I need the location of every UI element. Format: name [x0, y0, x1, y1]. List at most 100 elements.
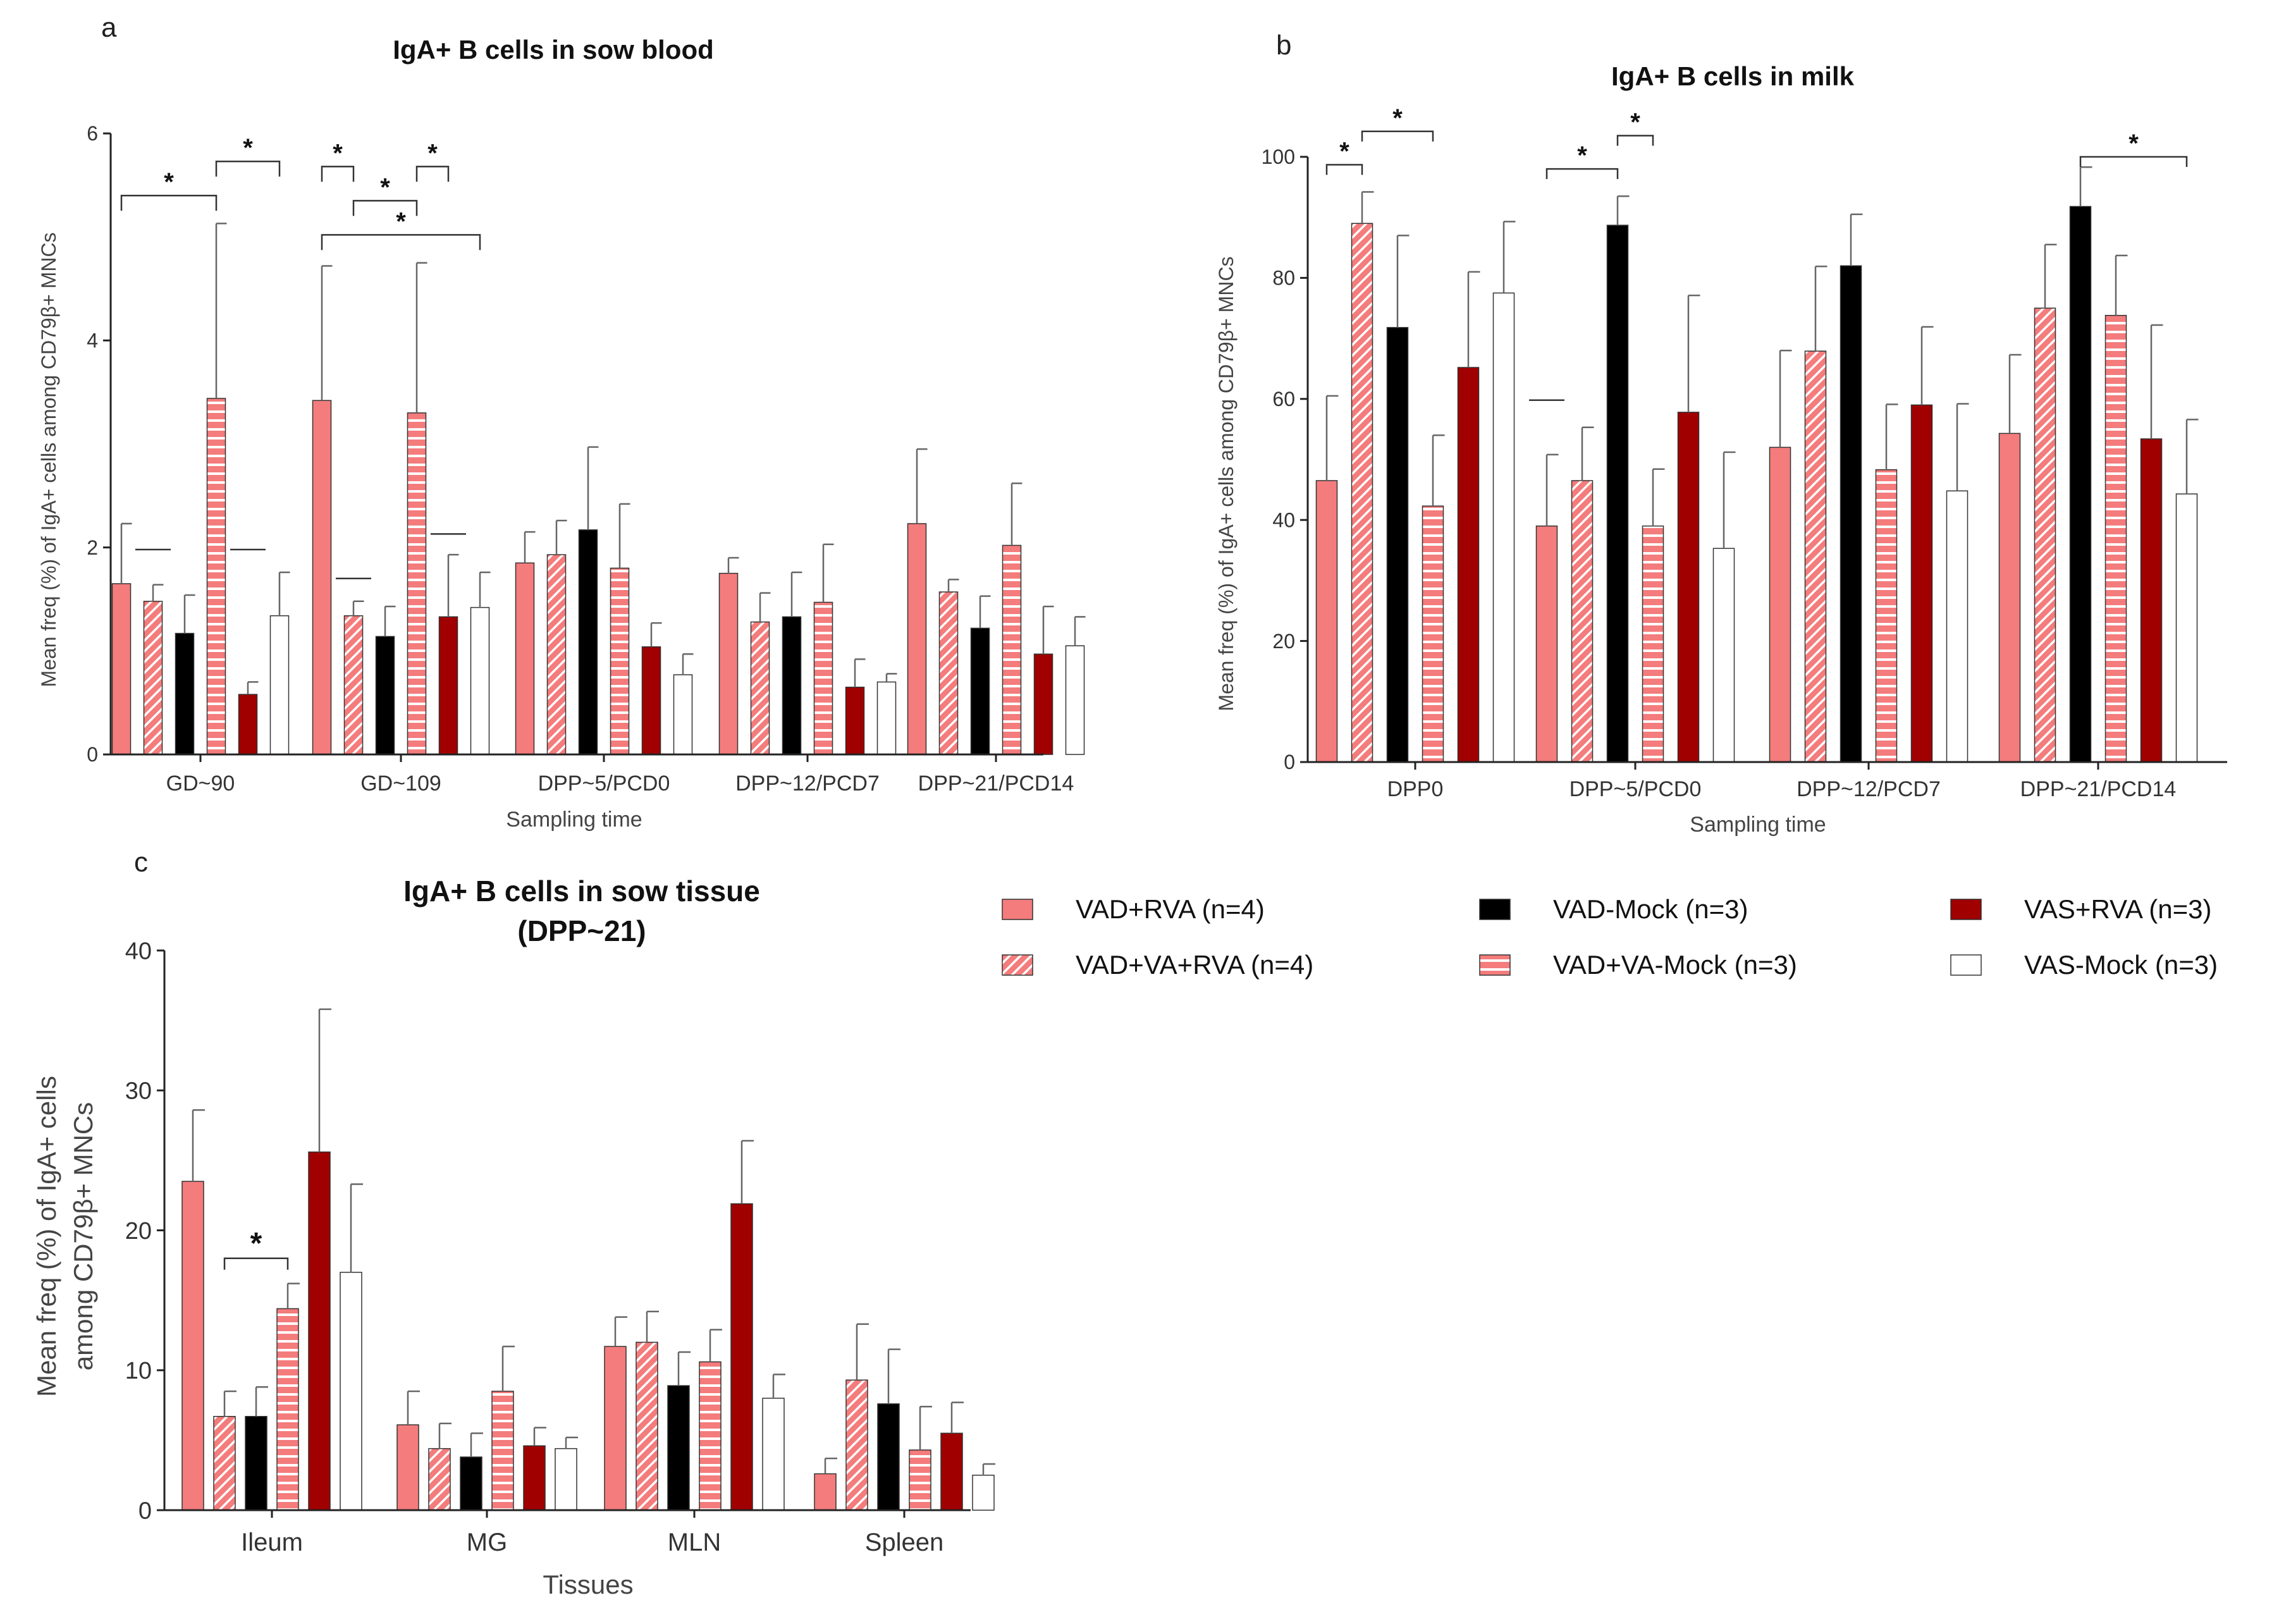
y-tick-label: 0: [138, 1498, 152, 1524]
y-tick-label: 40: [1272, 508, 1295, 531]
significance-bracket: [321, 166, 355, 182]
panel-a-x-axis-label: Sampling time: [506, 808, 642, 832]
bar: [206, 398, 226, 755]
legend-swatch: [1479, 899, 1511, 920]
significance-bracket: [1545, 168, 1619, 180]
bar: [907, 523, 927, 755]
bar: [1457, 367, 1480, 763]
bar: [312, 400, 332, 755]
significance-star: *: [243, 134, 253, 162]
bar: [972, 1474, 995, 1511]
bar: [546, 554, 567, 755]
panel-b-title: IgA+ B cells in milk: [1611, 61, 1855, 91]
bar: [276, 1308, 299, 1511]
bar: [578, 529, 598, 755]
y-tick-label: 80: [1272, 267, 1295, 290]
bar: [610, 567, 630, 755]
bar: [636, 1341, 658, 1511]
significance-bracket: [1616, 135, 1654, 146]
bar: [699, 1361, 722, 1511]
y-tick-label: 100: [1262, 145, 1295, 168]
bar: [2069, 206, 2092, 763]
significance-star: *: [164, 168, 174, 196]
x-tick-label: MG: [467, 1529, 507, 1556]
bar: [814, 1473, 837, 1511]
significance-star: *: [1339, 137, 1349, 165]
significance-star: *: [380, 173, 390, 201]
bar: [175, 632, 195, 755]
panel-b-x-tick-labels: DPP0 DPP~5/PCD0 DPP~12/PCD7 DPP~21/PCD14: [1387, 762, 2177, 801]
bar: [396, 1424, 419, 1511]
significance-star: *: [333, 139, 343, 167]
panel-letter-a: a: [101, 12, 117, 43]
panel-c-title: IgA+ B cells in sow tissue: [403, 875, 760, 907]
x-tick-label: GD~90: [166, 772, 235, 796]
bar: [1712, 548, 1735, 763]
legend-label: VAS-Mock (n=3): [2024, 950, 2218, 980]
panel-a-bars: [111, 223, 1086, 755]
bar: [555, 1448, 577, 1511]
x-tick-label: DPP0: [1387, 777, 1444, 801]
bar: [269, 615, 290, 755]
legend-label: VAD+RVA (n=4): [1076, 894, 1265, 924]
significance-star: *: [1392, 104, 1403, 132]
y-tick-label: 0: [1284, 751, 1295, 773]
bar: [1804, 350, 1827, 763]
panel-letter-b: b: [1276, 30, 1291, 61]
panel-c-bars: [181, 1008, 995, 1511]
bar: [340, 1272, 362, 1511]
bar: [845, 1379, 868, 1511]
y-tick-label: 20: [125, 1218, 152, 1245]
bar: [877, 1403, 900, 1511]
significance-star: *: [1577, 142, 1587, 169]
x-tick-label: Ileum: [241, 1529, 303, 1556]
significance-bracket: [1361, 130, 1434, 142]
bar: [970, 627, 990, 755]
bar: [491, 1391, 514, 1511]
panel-a-title: IgA+ B cells in sow blood: [393, 35, 714, 65]
significance-bracket: [352, 200, 418, 216]
bar: [245, 1416, 267, 1511]
bar: [718, 572, 739, 755]
bar: [1606, 225, 1629, 763]
bar: [641, 646, 661, 755]
bar: [845, 686, 865, 755]
significance-bracket: [223, 1257, 289, 1270]
x-tick-label: DPP~21/PCD14: [2020, 777, 2177, 801]
legend-label: VAD-Mock (n=3): [1553, 894, 1748, 924]
bar: [667, 1385, 690, 1511]
bar: [1422, 505, 1444, 763]
x-tick-label: DPP~21/PCD14: [918, 772, 1074, 796]
bar: [343, 615, 364, 755]
significance-star: *: [427, 139, 438, 167]
bar: [940, 1432, 963, 1511]
panel-c-axes: [163, 950, 971, 1511]
y-tick-label: 4: [87, 329, 98, 352]
panel-letter-c: c: [134, 847, 148, 878]
bar: [604, 1346, 627, 1511]
bar: [762, 1398, 785, 1511]
significance-bracket: [120, 194, 218, 211]
bar: [1571, 480, 1594, 763]
significance-bracket: [2079, 156, 2188, 167]
bar: [1002, 544, 1022, 755]
legend-label: VAS+RVA (n=3): [2024, 894, 2212, 924]
panel-c-significance: *: [223, 1227, 289, 1270]
bar: [938, 591, 959, 755]
panel-b-significance: * * * * *: [1325, 104, 2188, 401]
bar: [407, 412, 427, 755]
y-tick-label: 6: [87, 122, 98, 145]
y-tick-label: 20: [1272, 630, 1295, 653]
bar: [909, 1449, 931, 1511]
panel-c-tissue-chart: c IgA+ B cells in sow tissue (DPP~21) 0 1…: [32, 847, 995, 1599]
panel-c-y-ticks: 0 10 20 30 40: [125, 938, 164, 1524]
bar: [143, 601, 163, 755]
bar: [750, 621, 770, 755]
significance-bracket: [215, 160, 281, 177]
panel-c-y-axis-label-line2: among CD79β+ MNCs: [68, 1102, 98, 1370]
bar: [1386, 327, 1409, 763]
bar: [213, 1416, 236, 1511]
y-tick-label: 2: [87, 536, 98, 559]
